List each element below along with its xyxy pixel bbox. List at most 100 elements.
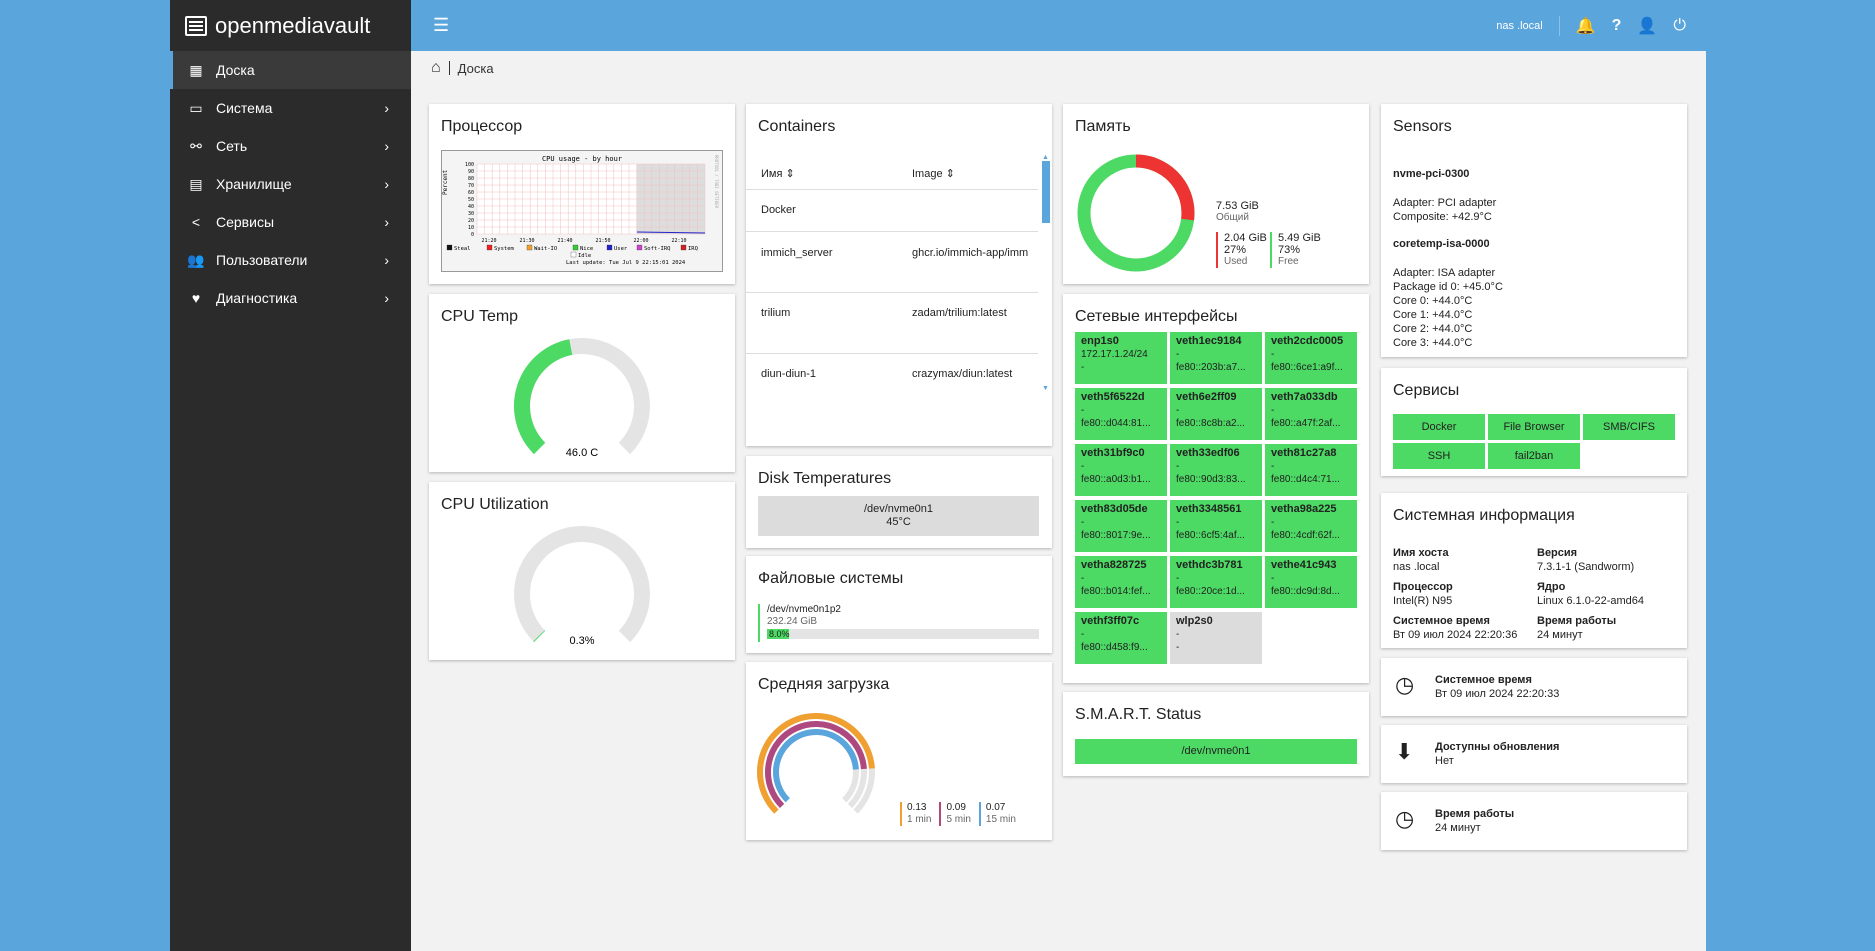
sidebar-item-dashboard[interactable]: ▦ Доска [170, 51, 411, 89]
widget-title: Память [1075, 118, 1131, 135]
scrollbar-thumb[interactable] [1042, 161, 1050, 223]
sidebar-item-diagnostics[interactable]: ♥ Диагностика › [170, 279, 411, 317]
sidebar-item-storage[interactable]: ▤ Хранилище › [170, 165, 411, 203]
sysinfo-cpu: Процессор Intel(R) N95 [1393, 581, 1453, 607]
gauge-fill [533, 630, 546, 643]
widget-title: CPU Utilization [441, 496, 549, 513]
chevron-right-icon: › [384, 290, 389, 306]
table-row[interactable]: diun-diun-1 crazymax/diun:latest [746, 354, 1038, 394]
interface-address: - [1081, 362, 1085, 373]
sidebar-item-system[interactable]: ▭ Система › [170, 89, 411, 127]
container-image: zadam/trilium:latest [912, 307, 1007, 319]
app-logo[interactable]: openmediavault [170, 0, 411, 51]
user-icon[interactable]: 👤 [1637, 17, 1658, 35]
widget-title: Процессор [441, 118, 523, 135]
cpu-usage-graph: CPU usage - by hour Percent RRDTOOL / TO… [441, 150, 723, 272]
service-smb-cifs[interactable]: SMB/CIFS [1583, 414, 1675, 440]
interface-address: - [1081, 405, 1085, 416]
sort-image-header[interactable]: Image ⇕ [912, 168, 955, 180]
graph-legend-swatch [446, 244, 453, 251]
graph-legend-swatch [570, 251, 577, 258]
graph-legend-swatch [680, 244, 687, 251]
download-icon: ⬇ [1395, 739, 1414, 764]
load-gauge-fill [765, 721, 867, 809]
graph-last-update: Last update: Tue Jul 9 22:15:01 2024 [566, 260, 686, 266]
bell-icon[interactable]: 🔔 [1575, 17, 1596, 35]
graph-legend-label: Steal [454, 246, 471, 252]
graph-legend-swatch [572, 244, 579, 251]
table-header: Имя ⇕ Image ⇕ [746, 150, 1038, 190]
sidebar-item-label: Система [216, 100, 273, 116]
storage-icon: ▤ [189, 175, 203, 192]
sensor-line: Composite: +42.9°C [1393, 211, 1492, 223]
filesystems-widget: Файловые системы /dev/nvme0n1p2 232.24 G… [746, 556, 1052, 653]
container-name: trilium [761, 307, 791, 319]
widget-title: Время работы [1435, 808, 1515, 820]
users-icon: 👥 [187, 251, 205, 268]
table-row[interactable]: Docker [746, 190, 1038, 232]
service-ssh[interactable]: SSH [1393, 443, 1485, 469]
interface-name: vethe41c943 [1271, 559, 1337, 571]
gauge-fill [514, 339, 573, 455]
interface-address: - [1176, 629, 1180, 640]
graph-x-tick: 22:00 [633, 238, 648, 244]
chevron-right-icon: › [384, 252, 389, 268]
interface-address: - [1081, 629, 1085, 640]
interface-address: - [1176, 642, 1180, 653]
heartbeat-icon: ♥ [191, 290, 201, 306]
scrollbar[interactable]: ▲ ▼ [1042, 154, 1050, 392]
interface-name: veth2cdc0005 [1271, 335, 1344, 347]
scroll-up-icon[interactable]: ▲ [1042, 154, 1049, 161]
interface-name: veth6e2ff09 [1176, 391, 1237, 403]
filesystem-usage: 8.0% [769, 629, 790, 639]
filesystem-size: 232.24 GiB [767, 616, 818, 627]
interface-address: - [1176, 517, 1180, 528]
divider [448, 61, 450, 75]
breadcrumb: ⌂ Доска [431, 59, 494, 77]
table-row[interactable]: immich_server ghcr.io/immich-app/imm [746, 232, 1038, 293]
help-icon[interactable]: ? [1611, 16, 1622, 34]
interface-name: veth83d05de [1081, 503, 1148, 515]
sidebar-item-users[interactable]: 👥 Пользователи › [170, 241, 411, 279]
power-icon[interactable]: ⏻ [1673, 16, 1686, 34]
load-5min: 0.09 5 min [939, 802, 971, 826]
load-gauge-fill [773, 729, 859, 803]
menu-toggle-icon[interactable]: ☰ [433, 15, 450, 35]
network-interface-veth33edf06: veth33edf06- fe80::90d3:83... [1170, 444, 1262, 496]
service-file-browser[interactable]: File Browser [1488, 414, 1580, 440]
container-image: ghcr.io/immich-app/imm [912, 247, 1029, 259]
graph-y-tick: 20 [468, 218, 474, 224]
graph-y-tick: 0 [471, 232, 474, 238]
home-icon[interactable]: ⌂ [431, 59, 441, 76]
sensor-line: Adapter: ISA adapter [1393, 267, 1496, 279]
graph-side-label: RRDTOOL / TOBI OETIKER [714, 155, 719, 209]
sensor-line: Core 1: +44.0°C [1393, 309, 1473, 321]
chevron-right-icon: › [384, 138, 389, 154]
scroll-down-icon[interactable]: ▼ [1042, 385, 1049, 392]
memory-free: 5.49 GiB 73% Free [1270, 232, 1321, 268]
network-interface-veth5f6522d: veth5f6522d - fe80::d044:81... [1075, 388, 1167, 440]
laptop-icon: ▭ [189, 99, 203, 116]
chevron-right-icon: › [384, 176, 389, 192]
interface-address: - [1081, 517, 1085, 528]
network-interface-veth83d05de: veth83d05de - fe80::8017:9e... [1075, 500, 1167, 552]
system-info-widget: Системная информация Имя хоста nas .local… [1381, 493, 1687, 648]
service-fail2ban[interactable]: fail2ban [1488, 443, 1580, 469]
interface-address: - [1081, 573, 1085, 584]
app-name: openmediavault [215, 12, 371, 38]
graph-legend-swatch [486, 244, 493, 251]
disk-device: /dev/nvme0n1 [863, 503, 934, 515]
disk-temp-value: 45°C [886, 516, 911, 528]
graph-legend-label: System [494, 246, 515, 252]
widget-title: S.M.A.R.T. Status [1075, 706, 1202, 723]
sort-name-header[interactable]: Имя ⇕ [761, 168, 795, 180]
sidebar-item-network[interactable]: ⚯ Сеть › [170, 127, 411, 165]
containers-widget: Containers Имя ⇕ Image ⇕ Docker immich_s… [746, 104, 1052, 446]
graph-legend-label: Idle [578, 253, 591, 259]
filesystem-entry: /dev/nvme0n1p2 232.24 GiB 8.0% [758, 604, 1039, 642]
service-docker[interactable]: Docker [1393, 414, 1485, 440]
interface-address: fe80::dc9d:8d... [1271, 586, 1340, 597]
load-1min: 0.13 1 min [900, 802, 931, 826]
sidebar-item-services[interactable]: < Сервисы › [170, 203, 411, 241]
table-row[interactable]: trilium zadam/trilium:latest [746, 293, 1038, 354]
